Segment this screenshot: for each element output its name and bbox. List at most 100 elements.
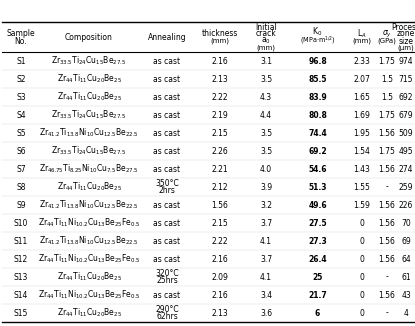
Text: 0: 0 <box>359 218 364 228</box>
Text: 4.1: 4.1 <box>260 236 272 245</box>
Text: S2: S2 <box>16 75 26 83</box>
Text: 4.1: 4.1 <box>260 273 272 281</box>
Text: No.: No. <box>15 37 27 46</box>
Text: 1.75: 1.75 <box>378 56 395 66</box>
Text: 0: 0 <box>359 308 364 318</box>
Text: 2.22: 2.22 <box>211 236 228 245</box>
Text: 64: 64 <box>401 255 411 263</box>
Text: (μm): (μm) <box>398 45 414 51</box>
Text: 27.3: 27.3 <box>308 236 327 245</box>
Text: S5: S5 <box>16 128 26 138</box>
Text: 21.7: 21.7 <box>308 290 327 300</box>
Text: Zr$_{44}$Ti$_{11}$Ni$_{10.2}$Cu$_{13}$Be$_{25}$Fe$_{0.5}$: Zr$_{44}$Ti$_{11}$Ni$_{10.2}$Cu$_{13}$Be… <box>38 217 140 229</box>
Text: a$_0$: a$_0$ <box>261 36 271 46</box>
Text: 83.9: 83.9 <box>308 93 327 101</box>
Text: 2.33: 2.33 <box>353 56 370 66</box>
Text: 2.15: 2.15 <box>211 128 228 138</box>
Text: 25hrs: 25hrs <box>156 276 178 285</box>
Text: 2hrs: 2hrs <box>159 186 176 195</box>
Text: 51.3: 51.3 <box>308 183 327 191</box>
Text: as cast: as cast <box>154 128 181 138</box>
Text: 69: 69 <box>401 236 411 245</box>
Text: Zr$_{44}$Ti$_{11}$Ni$_{10.2}$Cu$_{13}$Be$_{25}$Fe$_{0.5}$: Zr$_{44}$Ti$_{11}$Ni$_{10.2}$Cu$_{13}$Be… <box>38 253 140 265</box>
Text: 3.9: 3.9 <box>260 183 272 191</box>
Text: 692: 692 <box>399 93 413 101</box>
Text: 3.2: 3.2 <box>260 200 272 210</box>
Text: S6: S6 <box>16 146 26 156</box>
Text: Annealing: Annealing <box>148 33 186 41</box>
Text: 2.09: 2.09 <box>211 273 228 281</box>
Text: Zr$_{44}$Ti$_{11}$Cu$_{20}$Be$_{25}$: Zr$_{44}$Ti$_{11}$Cu$_{20}$Be$_{25}$ <box>56 307 122 319</box>
Text: 3.7: 3.7 <box>260 218 272 228</box>
Text: 509: 509 <box>399 128 413 138</box>
Text: S14: S14 <box>14 290 28 300</box>
Text: 2.07: 2.07 <box>353 75 370 83</box>
Text: as cast: as cast <box>154 218 181 228</box>
Text: Process: Process <box>391 22 415 32</box>
Text: as cast: as cast <box>154 236 181 245</box>
Text: (mm): (mm) <box>352 38 371 44</box>
Text: S13: S13 <box>14 273 28 281</box>
Text: Zr$_{44}$Ti$_{11}$Cu$_{20}$Be$_{25}$: Zr$_{44}$Ti$_{11}$Cu$_{20}$Be$_{25}$ <box>56 271 122 283</box>
Text: S8: S8 <box>16 183 26 191</box>
Text: as cast: as cast <box>154 255 181 263</box>
Text: as cast: as cast <box>154 290 181 300</box>
Text: 290°C: 290°C <box>155 305 179 314</box>
Text: 70: 70 <box>401 218 411 228</box>
Text: Zr$_{33.5}$Ti$_{24}$Cu$_{15}$Be$_{27.5}$: Zr$_{33.5}$Ti$_{24}$Cu$_{15}$Be$_{27.5}$ <box>51 145 127 157</box>
Text: 69.2: 69.2 <box>308 146 327 156</box>
Text: 1.65: 1.65 <box>353 93 370 101</box>
Text: 3.5: 3.5 <box>260 75 272 83</box>
Text: 3.6: 3.6 <box>260 308 272 318</box>
Text: 1.75: 1.75 <box>378 146 395 156</box>
Text: 1.59: 1.59 <box>353 200 370 210</box>
Text: 974: 974 <box>399 56 413 66</box>
Text: Zr$_{44}$Ti$_{11}$Cu$_{20}$Be$_{25}$: Zr$_{44}$Ti$_{11}$Cu$_{20}$Be$_{25}$ <box>56 73 122 85</box>
Text: as cast: as cast <box>154 111 181 120</box>
Text: thickness: thickness <box>201 29 238 38</box>
Text: 2.26: 2.26 <box>211 146 228 156</box>
Text: S4: S4 <box>16 111 26 120</box>
Text: 0: 0 <box>359 290 364 300</box>
Text: Zr$_{44}$Ti$_{11}$Cu$_{20}$Be$_{25}$: Zr$_{44}$Ti$_{11}$Cu$_{20}$Be$_{25}$ <box>56 181 122 193</box>
Text: 350°C: 350°C <box>155 179 179 188</box>
Text: -: - <box>386 183 388 191</box>
Text: 1.56: 1.56 <box>378 128 395 138</box>
Text: 0: 0 <box>359 236 364 245</box>
Text: 85.5: 85.5 <box>308 75 327 83</box>
Text: 4.4: 4.4 <box>260 111 272 120</box>
Text: 3.5: 3.5 <box>260 146 272 156</box>
Text: as cast: as cast <box>154 165 181 173</box>
Text: 27.5: 27.5 <box>308 218 327 228</box>
Text: as cast: as cast <box>154 93 181 101</box>
Text: 1.5: 1.5 <box>381 75 393 83</box>
Text: 3.5: 3.5 <box>260 128 272 138</box>
Text: Sample: Sample <box>7 29 35 38</box>
Text: Zr$_{44}$Ti$_{11}$Cu$_{20}$Be$_{25}$: Zr$_{44}$Ti$_{11}$Cu$_{20}$Be$_{25}$ <box>56 91 122 103</box>
Text: 25: 25 <box>312 273 323 281</box>
Text: as cast: as cast <box>154 146 181 156</box>
Text: 1.69: 1.69 <box>353 111 370 120</box>
Text: 43: 43 <box>401 290 411 300</box>
Text: 74.4: 74.4 <box>308 128 327 138</box>
Text: 0: 0 <box>359 273 364 281</box>
Text: 54.6: 54.6 <box>308 165 327 173</box>
Text: 2.16: 2.16 <box>211 255 228 263</box>
Text: 3.1: 3.1 <box>260 56 272 66</box>
Text: 1.5: 1.5 <box>381 93 393 101</box>
Text: 1.56: 1.56 <box>378 218 395 228</box>
Text: 2.16: 2.16 <box>211 56 228 66</box>
Text: 2.13: 2.13 <box>211 75 228 83</box>
Text: S12: S12 <box>14 255 28 263</box>
Text: 62hrs: 62hrs <box>156 312 178 321</box>
Text: zone: zone <box>397 29 415 38</box>
Text: 6: 6 <box>315 308 320 318</box>
Text: S10: S10 <box>14 218 28 228</box>
Text: size: size <box>398 37 413 46</box>
Text: 1.75: 1.75 <box>378 111 395 120</box>
Text: Zr$_{41.2}$Ti$_{13.8}$Ni$_{10}$Cu$_{12.5}$Be$_{22.5}$: Zr$_{41.2}$Ti$_{13.8}$Ni$_{10}$Cu$_{12.5… <box>39 235 139 247</box>
Text: -: - <box>386 308 388 318</box>
Text: 274: 274 <box>399 165 413 173</box>
Text: 49.6: 49.6 <box>308 200 327 210</box>
Text: Zr$_{46.75}$Ti$_{8.25}$Ni$_{10}$Cu$_{7.5}$Be$_{27.5}$: Zr$_{46.75}$Ti$_{8.25}$Ni$_{10}$Cu$_{7.5… <box>39 163 139 175</box>
